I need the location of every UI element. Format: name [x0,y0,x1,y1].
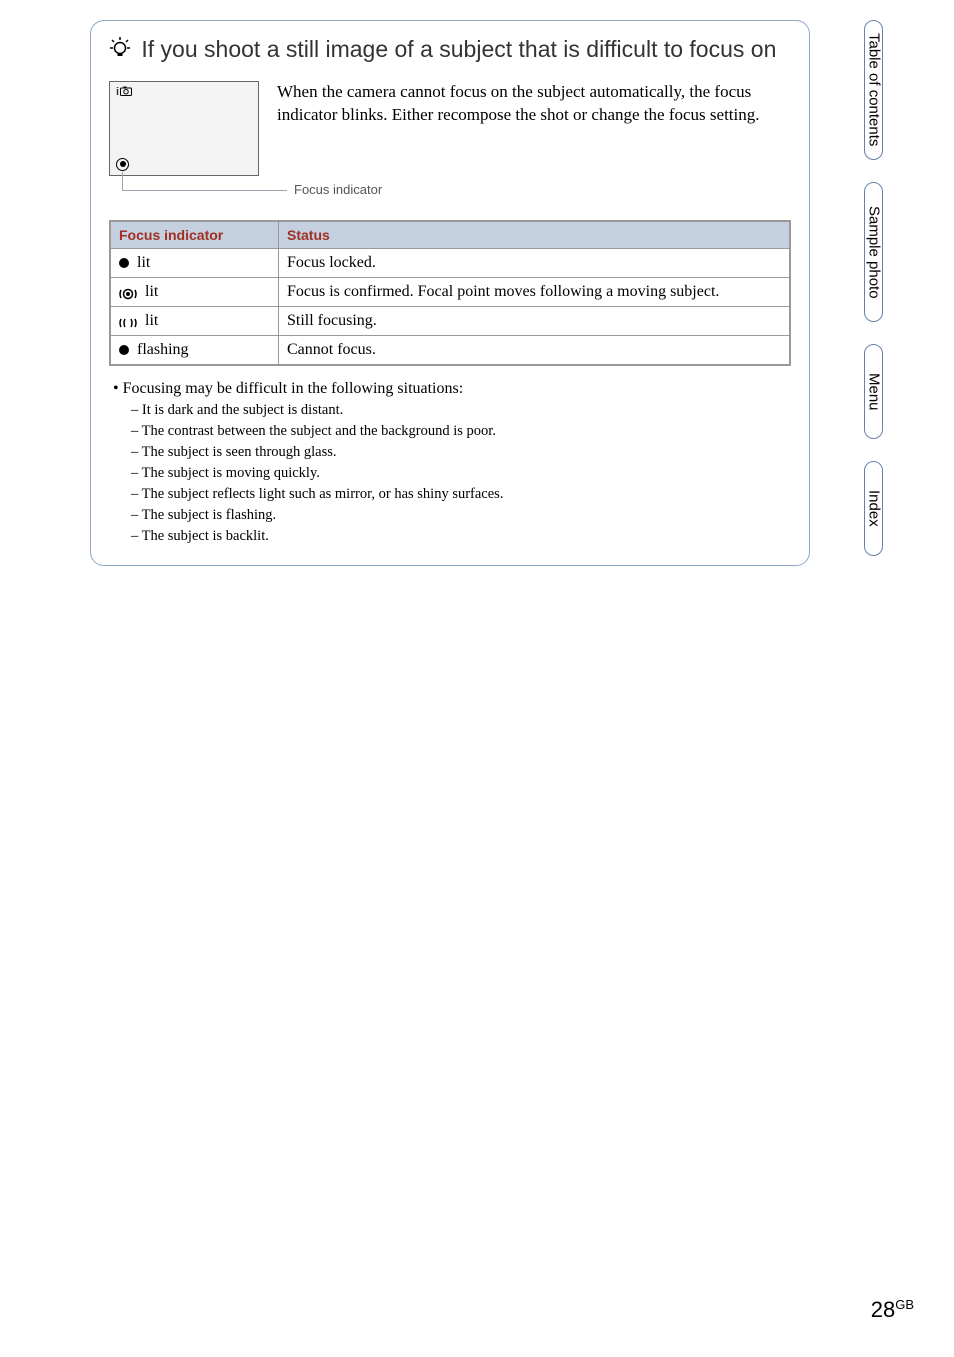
focus-indicator-icon [116,158,129,171]
tab-menu[interactable]: Menu [864,344,883,439]
tip-body: When the camera cannot focus on the subj… [277,81,791,127]
table-header: Focus indicator [111,221,279,248]
camera-icon [120,86,132,99]
table-row: litFocus is confirmed. Focal point moves… [111,277,790,306]
status-cell: Focus locked. [279,248,790,277]
table-row: flashingCannot focus. [111,335,790,364]
notes-list: It is dark and the subject is distant.Th… [131,400,791,547]
indicator-cell: flashing [111,335,279,364]
callout-label: Focus indicator [294,182,382,197]
table-row: litStill focusing. [111,306,790,335]
tab-sample-photo[interactable]: Sample photo [864,182,883,322]
lightbulb-icon [109,35,131,67]
tab-table-of-contents[interactable]: Table of contents [864,20,883,160]
page-number: 28GB [871,1297,914,1323]
list-item: It is dark and the subject is distant. [131,400,791,421]
indicator-cell: lit [111,277,279,306]
list-item: The subject is backlit. [131,526,791,547]
status-cell: Cannot focus. [279,335,790,364]
list-item: The contrast between the subject and the… [131,421,791,442]
indicator-cell: lit [111,306,279,335]
notes-lead: • Focusing may be difficult in the follo… [113,380,791,398]
notes: • Focusing may be difficult in the follo… [109,380,791,547]
tip-title-text: If you shoot a still image of a subject … [141,36,776,62]
indicator-cell: lit [111,248,279,277]
side-tabs: Table of contents Sample photo Menu Inde… [864,20,928,578]
tip-title: If you shoot a still image of a subject … [109,35,791,67]
viewfinder-mode-indicator: i [116,86,132,99]
list-item: The subject is flashing. [131,505,791,526]
list-item: The subject is moving quickly. [131,463,791,484]
table-header: Status [279,221,790,248]
list-item: The subject reflects light such as mirro… [131,484,791,505]
tip-box: If you shoot a still image of a subject … [90,20,810,566]
viewfinder-illustration: i [109,81,259,176]
status-cell: Still focusing. [279,306,790,335]
table-row: litFocus locked. [111,248,790,277]
tip-row: i When the camera cannot focus on the su… [109,81,791,176]
tab-index[interactable]: Index [864,461,883,556]
focus-indicator-table: Focus indicator Status litFocus locked. … [109,220,791,366]
status-cell: Focus is confirmed. Focal point moves fo… [279,277,790,306]
list-item: The subject is seen through glass. [131,442,791,463]
